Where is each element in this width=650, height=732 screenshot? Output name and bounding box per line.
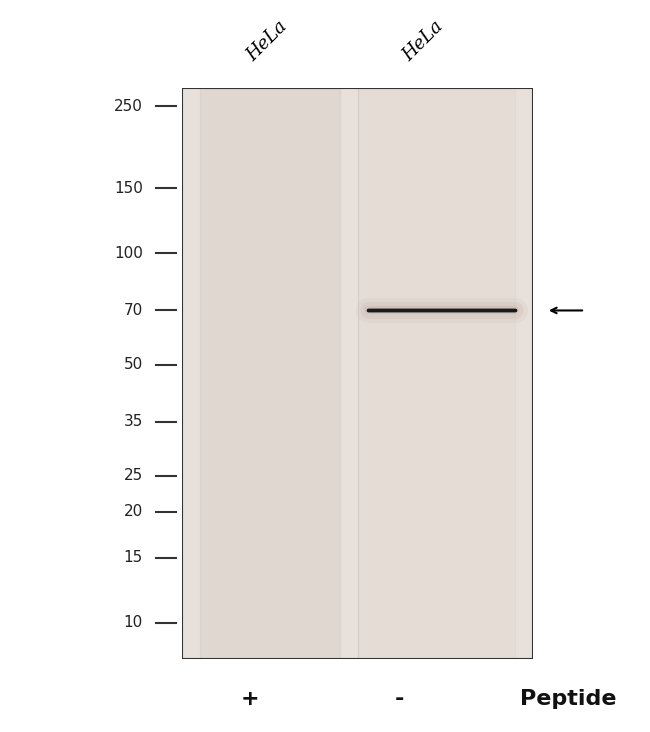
Text: 15: 15 xyxy=(124,550,143,565)
Text: 20: 20 xyxy=(124,504,143,519)
Text: 150: 150 xyxy=(114,181,143,195)
Text: 50: 50 xyxy=(124,357,143,372)
Bar xyxy=(200,88,340,659)
Bar xyxy=(358,88,515,659)
Text: 35: 35 xyxy=(124,414,143,429)
Text: 70: 70 xyxy=(124,303,143,318)
Text: 100: 100 xyxy=(114,246,143,261)
Text: 10: 10 xyxy=(124,616,143,630)
Text: -: - xyxy=(395,689,404,709)
Text: +: + xyxy=(241,689,259,709)
Text: HeLa: HeLa xyxy=(243,18,291,65)
Text: 25: 25 xyxy=(124,468,143,483)
Text: 250: 250 xyxy=(114,99,143,113)
Text: HeLa: HeLa xyxy=(399,18,447,65)
Text: Peptide: Peptide xyxy=(520,689,616,709)
